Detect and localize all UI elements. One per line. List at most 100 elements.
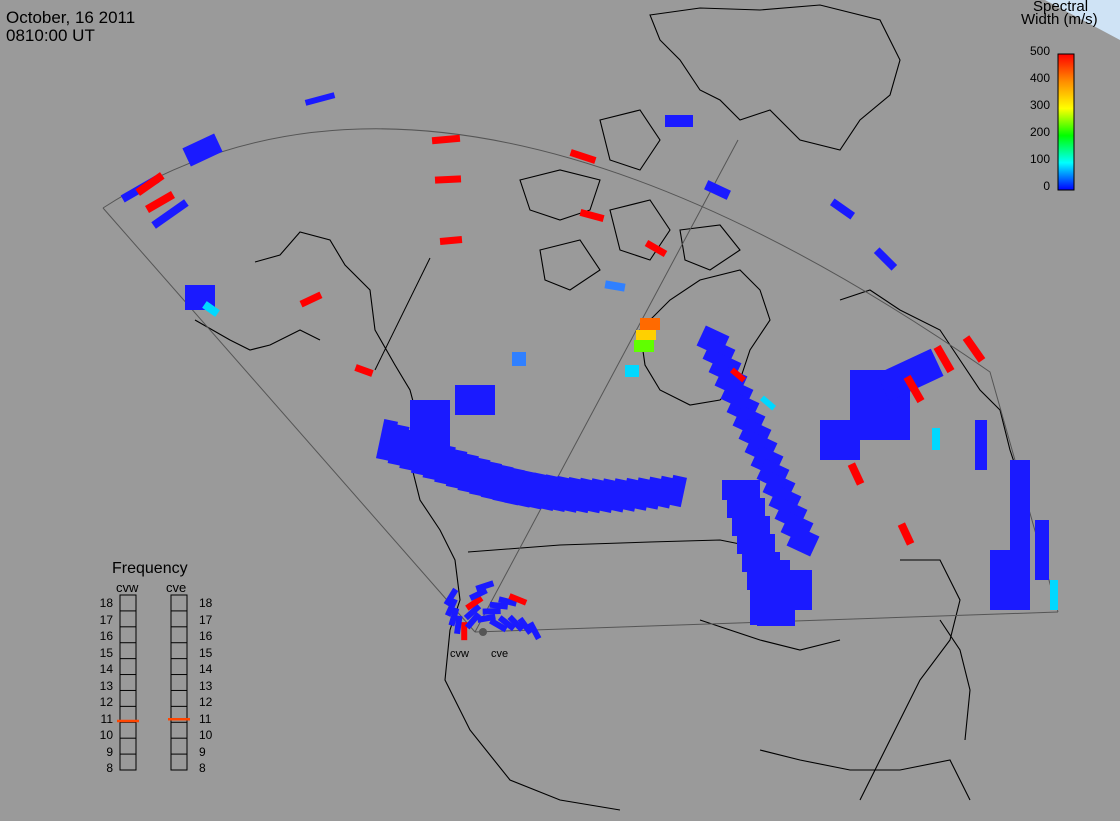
- frequency-tick-left: 8: [106, 761, 113, 775]
- frequency-tick-left: 12: [99, 695, 113, 709]
- frequency-tick-left: 17: [99, 612, 113, 627]
- radar-station-marker: [479, 628, 487, 636]
- echo-cell: [873, 247, 898, 271]
- echo-cell: [625, 365, 639, 377]
- echo-cell: [790, 570, 812, 610]
- echo-cell: [527, 472, 549, 510]
- echo-cell: [636, 330, 656, 340]
- echo-cell: [829, 198, 856, 220]
- echo-cell: [1010, 460, 1030, 550]
- echo-cell: [482, 608, 501, 615]
- frequency-box-cvw: [119, 594, 137, 771]
- echo-cell: [457, 453, 479, 493]
- echo-cell: [463, 603, 482, 621]
- echo-cell: [704, 180, 731, 200]
- echo-cell: [579, 209, 605, 222]
- echo-cell: [455, 385, 495, 415]
- echo-cell: [498, 596, 518, 607]
- frequency-cve-label: cve: [166, 580, 187, 595]
- frequency-tick-right: 15: [199, 645, 213, 660]
- echo-cell: [1035, 520, 1049, 580]
- echo-cell: [732, 516, 770, 536]
- frequency-tick-right: 12: [199, 695, 213, 709]
- echo-cell: [507, 614, 525, 632]
- echo-cell: [990, 550, 1030, 610]
- frequency-tick-right: 14: [199, 662, 213, 676]
- echo-cell: [489, 618, 508, 633]
- echo-cell: [504, 467, 526, 506]
- colorbar-units: Width (m/s): [1021, 11, 1098, 28]
- echo-cell: [1050, 580, 1058, 610]
- echo-cell: [443, 587, 459, 607]
- frequency-tick-left: 15: [99, 645, 113, 660]
- echo-cell: [634, 340, 654, 352]
- echo-cell: [431, 134, 461, 145]
- echo-cell: [722, 480, 760, 500]
- echo-cell: [299, 291, 323, 308]
- echo-cell: [461, 622, 468, 641]
- colorbar-tick-100: 100: [1029, 152, 1050, 166]
- frequency-tick-right: 9: [199, 744, 206, 759]
- echo-cell: [135, 172, 165, 196]
- echo-cell: [410, 400, 450, 450]
- frequency-tick-right: 13: [199, 678, 213, 693]
- station-label-cve: cve: [491, 648, 509, 660]
- echo-cell: [975, 420, 987, 470]
- echo-cell: [151, 199, 189, 229]
- echo-cell: [903, 374, 925, 404]
- frequency-tick-left: 11: [100, 711, 113, 726]
- frequency-tick-right: 10: [199, 728, 213, 742]
- coastlines: [194, 4, 1021, 811]
- frequency-boxes: [117, 594, 190, 771]
- frequency-tick-left: 16: [99, 629, 113, 643]
- echo-cell: [933, 344, 955, 374]
- echo-cell: [847, 462, 865, 486]
- colorbar-tick-400: 400: [1029, 71, 1050, 85]
- station-label-cvw: cvw: [450, 648, 469, 660]
- echo-cell: [897, 522, 915, 546]
- political-boundaries: [374, 257, 761, 553]
- frequency-box-cve: [170, 594, 188, 771]
- echo-cell: [434, 175, 462, 184]
- echo-cell: [729, 367, 747, 383]
- echo-cell: [202, 301, 220, 317]
- echo-cell: [750, 560, 790, 625]
- colorbar-scale: [1057, 53, 1075, 191]
- colorbar-tick-200: 200: [1029, 125, 1050, 139]
- echo-cell: [465, 595, 484, 611]
- echo-cell: [569, 149, 597, 164]
- echo-cell: [454, 615, 463, 635]
- echo-cell: [665, 115, 693, 127]
- echo-cell: [489, 601, 509, 610]
- date-label: October, 16 2011: [6, 8, 136, 27]
- echo-cell: [468, 587, 488, 601]
- map-corner-shade: [1045, 0, 1120, 40]
- echo-cell: [759, 395, 777, 411]
- echo-cell: [477, 613, 496, 623]
- echo-cell: [434, 444, 456, 485]
- echo-cell: [445, 449, 468, 489]
- echo-cell: [640, 318, 660, 330]
- echo-cell: [182, 133, 223, 167]
- frequency-tick-left: 9: [106, 744, 113, 759]
- frequency-tick-right: 18: [199, 596, 213, 610]
- frequency-tick-left: 14: [99, 662, 113, 676]
- radar-echo-cells: [120, 92, 1058, 641]
- echo-cell: [464, 611, 482, 630]
- echo-cell: [962, 335, 986, 363]
- echo-cell: [304, 92, 336, 106]
- echo-cell: [354, 364, 374, 377]
- echo-cell: [876, 348, 944, 402]
- colorbar-title: Spectral: [1033, 0, 1089, 15]
- echo-cell: [469, 457, 491, 497]
- echo-cell: [604, 280, 626, 292]
- colorbar-tick-0: 0: [1043, 179, 1050, 193]
- echo-cell: [492, 464, 514, 503]
- echo-cell: [387, 424, 410, 466]
- echo-cell: [515, 470, 537, 508]
- echo-cell: [375, 418, 399, 462]
- frequency-cvw-label: cvw: [116, 580, 139, 595]
- echo-cell: [480, 461, 503, 500]
- echo-cell: [145, 191, 175, 213]
- echo-cell: [727, 498, 765, 518]
